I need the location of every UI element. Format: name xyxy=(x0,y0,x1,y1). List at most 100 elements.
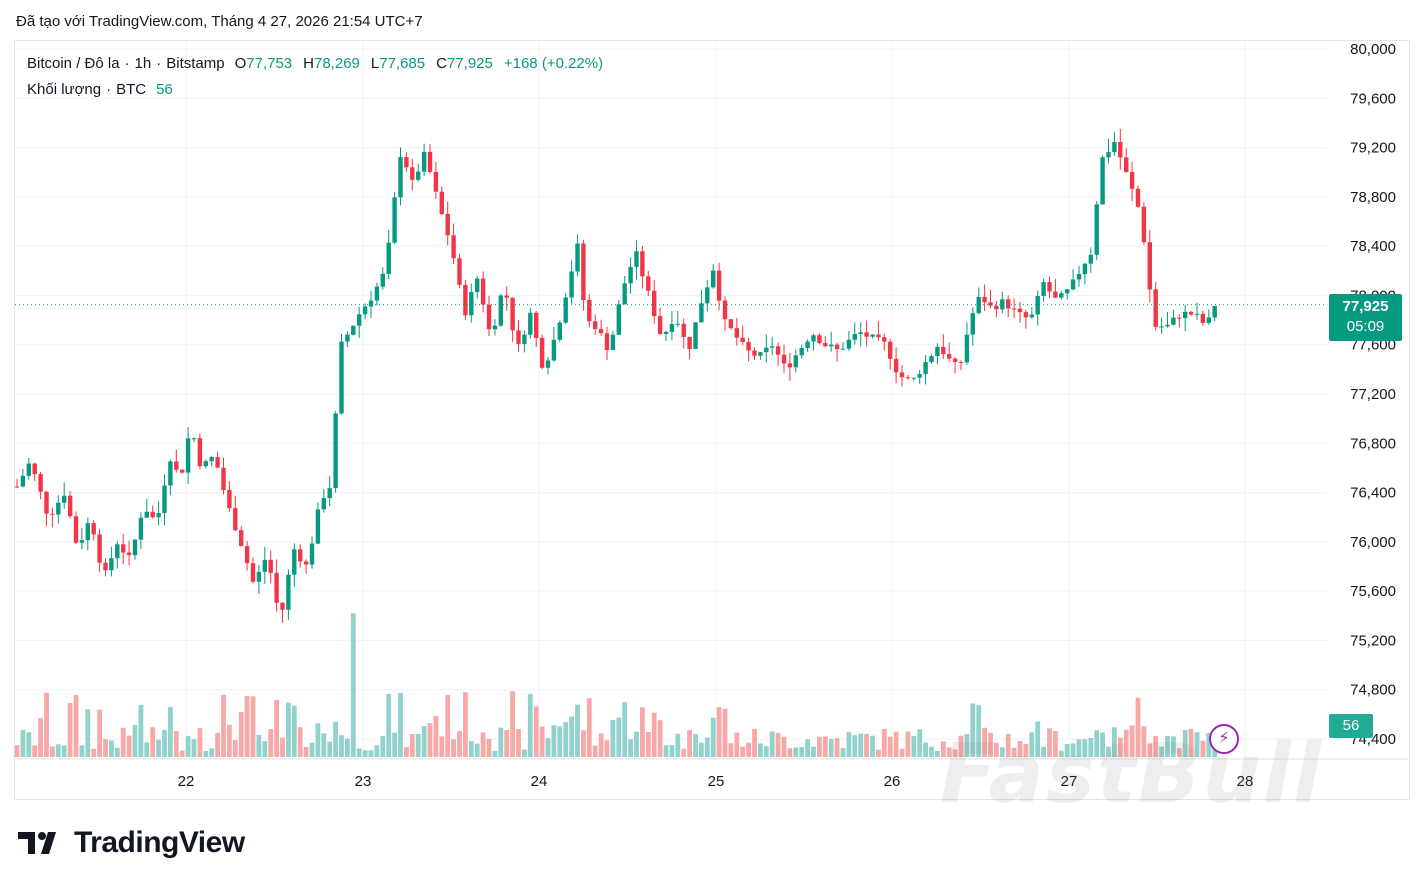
candle-body xyxy=(711,270,716,288)
candle-body xyxy=(1035,296,1040,315)
tradingview-logo[interactable]: TradingView xyxy=(18,826,245,860)
lightning-bolt-icon[interactable]: ⚡ xyxy=(1209,724,1239,754)
volume-bar xyxy=(321,733,327,757)
candle-body xyxy=(1165,324,1170,327)
volume-bar xyxy=(728,743,734,757)
volume-bar xyxy=(822,736,828,757)
volume-bar xyxy=(215,732,220,757)
volume-bar xyxy=(510,691,515,757)
candle-body xyxy=(445,213,450,236)
candle-body xyxy=(386,242,391,274)
volume-bar xyxy=(480,732,486,757)
candle-body xyxy=(309,543,315,565)
price-tick-label: 74,800 xyxy=(1350,682,1396,699)
time-tick-label: 24 xyxy=(531,773,548,790)
candle-body xyxy=(1094,204,1099,255)
candle-body xyxy=(168,461,173,486)
candle-body xyxy=(905,377,911,379)
candle-body xyxy=(268,559,273,573)
volume-bar xyxy=(929,746,934,757)
candle-body xyxy=(728,319,734,329)
volume-bar xyxy=(1041,746,1046,757)
candle-body xyxy=(929,356,934,363)
candle-body xyxy=(657,316,663,334)
volume-bar xyxy=(368,750,374,757)
volume-bar xyxy=(716,707,722,757)
volume-bar xyxy=(551,725,557,757)
volume-bar xyxy=(622,702,628,757)
candle-body xyxy=(345,334,350,342)
time-tick-label: 28 xyxy=(1237,773,1254,790)
candle-body xyxy=(976,296,981,314)
volume-bar xyxy=(557,726,563,757)
candle-body xyxy=(1135,188,1141,207)
candle-body xyxy=(85,523,90,541)
candle-body xyxy=(1076,274,1082,280)
volume-bar xyxy=(55,744,61,757)
candle-body xyxy=(829,344,834,347)
candle-body xyxy=(321,498,326,510)
volume-bar xyxy=(828,738,834,757)
candle-body xyxy=(994,305,999,310)
candle-body xyxy=(947,354,952,359)
symbol-name[interactable]: Bitcoin / Đô la xyxy=(27,55,120,72)
chart-frame[interactable] xyxy=(14,40,1410,800)
candle-body xyxy=(20,475,26,487)
candle-body xyxy=(1011,308,1017,310)
volume-bar xyxy=(575,704,580,757)
volume-bar xyxy=(274,700,279,757)
volume-bar xyxy=(291,705,297,757)
volume-bar xyxy=(946,747,952,757)
candle-body xyxy=(593,321,598,330)
candle-body xyxy=(1183,311,1188,319)
volume-bar xyxy=(1153,735,1159,757)
candle-body xyxy=(215,457,220,468)
candle-body xyxy=(32,463,37,475)
candle-body xyxy=(191,438,197,440)
volume-label[interactable]: Khối lượng xyxy=(27,81,102,98)
volume-bar xyxy=(350,613,356,757)
candle-body xyxy=(315,509,321,544)
candle-body xyxy=(770,346,775,348)
candle-body xyxy=(516,330,521,345)
volume-bar xyxy=(1094,730,1100,757)
volume-bar xyxy=(1194,732,1200,757)
candle-body xyxy=(486,304,492,330)
volume-bar xyxy=(752,728,757,757)
volume-bar xyxy=(527,693,533,757)
candle-body xyxy=(144,511,149,518)
volume-bar xyxy=(1011,747,1017,757)
candle-body xyxy=(852,334,857,340)
candle-body xyxy=(764,347,769,353)
candle-body xyxy=(498,295,503,326)
volume-bar xyxy=(44,692,49,757)
interval-label[interactable]: 1h xyxy=(134,55,152,72)
candle-body xyxy=(209,457,214,462)
axis-labels: 80,00079,60079,20078,80078,40078,00077,6… xyxy=(178,41,1396,790)
candle-body xyxy=(1147,242,1152,290)
candle-body xyxy=(469,292,474,316)
candle-body xyxy=(775,346,781,355)
volume-bar xyxy=(640,707,645,757)
volume-bar xyxy=(793,747,799,757)
volume-bar xyxy=(834,738,840,757)
volume-bar xyxy=(817,736,822,757)
volume-bar xyxy=(392,732,397,757)
volume-bar xyxy=(1082,739,1088,757)
time-tick-label: 22 xyxy=(178,773,195,790)
volume-bar xyxy=(634,731,639,757)
candle-body xyxy=(840,348,846,350)
candle-body xyxy=(1124,157,1129,172)
volume-bar xyxy=(362,750,368,757)
volume-bar xyxy=(20,729,26,757)
change-value: +168 (+0.22%) xyxy=(503,55,604,72)
candle-body xyxy=(575,243,580,272)
candle-body xyxy=(805,341,810,349)
candle-body xyxy=(758,352,763,356)
candle-body xyxy=(1171,317,1176,325)
volume-bar xyxy=(1029,732,1035,757)
candle-body xyxy=(298,549,303,562)
volume-bar xyxy=(799,747,805,757)
volume-bar xyxy=(1005,733,1011,757)
